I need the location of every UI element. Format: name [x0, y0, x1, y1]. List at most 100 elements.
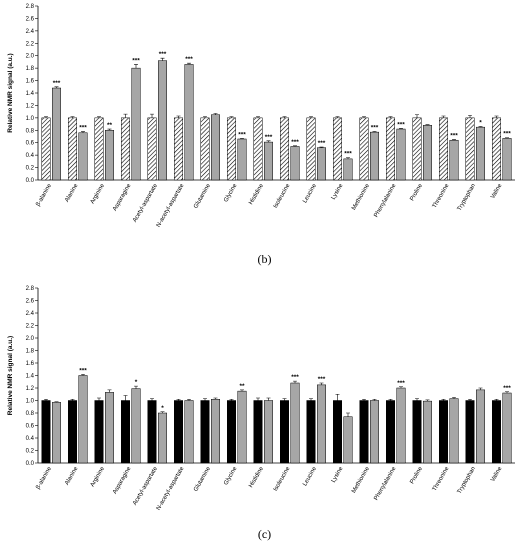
y-tick-label: 2.8: [26, 286, 35, 292]
significance: *: [135, 379, 138, 386]
error-bar: [107, 128, 112, 131]
error-bar: [478, 126, 483, 128]
bar: [121, 400, 130, 464]
error-bar: [399, 386, 403, 388]
bar: [78, 375, 88, 464]
bar: [52, 87, 61, 181]
y-tick-label: 2.4: [26, 29, 35, 35]
y-tick-label: 2.0: [26, 54, 35, 60]
error-bar: [44, 116, 48, 118]
x-tick-label: β-alanine: [35, 465, 53, 490]
x-tick-label: Tryptophan: [457, 183, 477, 212]
y-tick-label: 0.8: [26, 411, 35, 417]
error-bar: [441, 115, 446, 118]
bar: [370, 131, 379, 181]
x-tick-label: Valine: [490, 465, 504, 483]
bar: [174, 400, 183, 464]
chart: 0.0 0.2 0.4 0.6 0.8 1.0 1.2 1.4 1.6 1.8 2.0 2.2 2.4 2…: [7, 286, 515, 541]
x-tick-label: Acetyl-aspartate: [132, 465, 159, 506]
bar: [386, 400, 395, 464]
y-tick-label: 1.6: [26, 361, 35, 367]
bar: [237, 138, 247, 181]
significance: ***: [265, 134, 273, 141]
y-tick-label: 1.6: [26, 79, 35, 85]
x-tick-label: Leucine: [302, 182, 318, 204]
bar: [68, 400, 77, 464]
caption: (c): [258, 527, 271, 541]
bar: [317, 147, 326, 181]
error-bar: [176, 115, 181, 118]
y-tick-label: 0.2: [26, 166, 35, 172]
y-tick-label: 2.2: [26, 324, 35, 330]
error-bar: [176, 398, 181, 401]
error-bar: [213, 113, 218, 115]
bar: [121, 117, 130, 181]
x-tick-label: Methionine: [351, 465, 371, 494]
bar: [386, 117, 395, 181]
y-tick-label: 2.2: [26, 41, 35, 47]
error-bar: [388, 398, 393, 401]
error-bar: [229, 116, 234, 118]
bar: [264, 400, 273, 464]
error-bar: [452, 139, 456, 141]
bar: [41, 117, 51, 181]
significance: ***: [318, 140, 326, 147]
x-tick-label: Arginine: [90, 465, 107, 488]
bar: [359, 117, 369, 181]
error-bar: [266, 397, 271, 401]
significance: **: [239, 383, 245, 390]
x-tick-label: Phenylalanine: [373, 182, 397, 218]
error-bar: [187, 62, 191, 65]
y-tick-label: 1.8: [26, 349, 35, 355]
x-tick-label: Asparagine: [112, 465, 133, 495]
bar: [52, 402, 61, 464]
bar: [359, 400, 369, 464]
significance: *: [161, 405, 164, 412]
bar: [41, 400, 51, 464]
significance: ***: [53, 80, 61, 87]
bar: [449, 398, 459, 464]
error-bar: [150, 398, 154, 401]
error-bar: [388, 116, 393, 118]
bar: [131, 388, 141, 464]
error-bar: [319, 146, 324, 148]
bar: [343, 158, 353, 181]
bar: [211, 114, 220, 181]
bar: [184, 64, 194, 181]
x-tick-label: Lysine: [331, 465, 345, 483]
error-bar: [240, 389, 244, 392]
x-tick-label: Histidine: [248, 182, 265, 206]
error-bar: [362, 116, 366, 118]
y-axis-label: Relative NMR signal (a.u.): [7, 53, 14, 132]
significance: ***: [79, 125, 87, 132]
error-bar: [452, 397, 456, 399]
bar: [227, 117, 236, 181]
caption: (b): [258, 252, 272, 266]
x-tick-label: Proline: [409, 465, 424, 485]
error-bar: [97, 397, 101, 401]
error-bar: [54, 86, 59, 89]
error-bar: [256, 116, 260, 118]
bar: [333, 400, 342, 464]
bar: [502, 392, 512, 464]
bar: [264, 141, 273, 181]
y-tick-label: 2.0: [26, 336, 35, 342]
y-tick-label: 2.6: [26, 16, 35, 22]
x-tick-label: Isoleucine: [273, 465, 292, 492]
bar: [227, 400, 236, 464]
significance: ***: [397, 380, 405, 387]
bar: [184, 400, 194, 464]
x-tick-label: Histidine: [248, 465, 265, 489]
x-tick-label: Asparagine: [112, 182, 133, 212]
error-bar: [160, 411, 165, 413]
error-bar: [203, 398, 207, 401]
bar: [306, 400, 316, 464]
x-tick-label: Glycine: [223, 182, 239, 203]
x-tick-label: Lysine: [331, 182, 345, 200]
error-bar: [505, 137, 509, 139]
bar: [439, 400, 448, 464]
error-bar: [468, 115, 472, 118]
error-bar: [309, 398, 313, 401]
significance: ***: [291, 374, 299, 381]
y-tick-label: 2.8: [26, 4, 35, 10]
